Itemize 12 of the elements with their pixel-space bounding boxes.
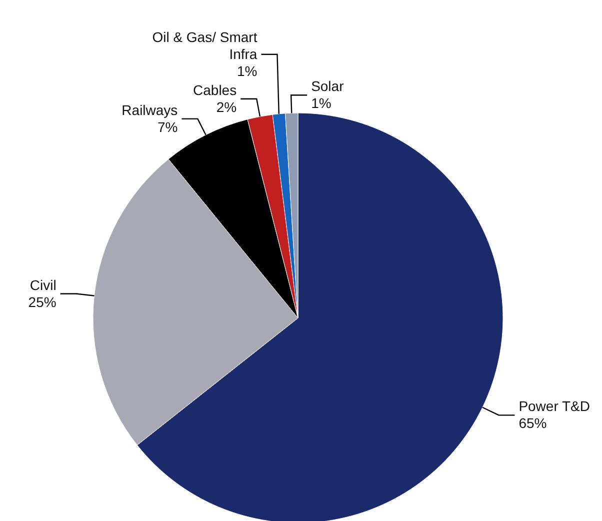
slice-label: Cables (193, 82, 237, 98)
slice-label: Power T&D (518, 398, 590, 414)
slice-label: Civil (30, 276, 56, 293)
data-label: 7% (157, 118, 178, 135)
data-label: 1% (311, 95, 332, 112)
data-label: 65% (518, 415, 547, 432)
data-label: 1% (236, 62, 258, 79)
data-label: 2% (216, 98, 237, 115)
slice-label: Solar (311, 78, 344, 94)
data-label: 25% (28, 294, 56, 310)
slice-label: Railways (122, 102, 178, 118)
slice-label: Oil & Gas/ Smart Infra (152, 28, 258, 62)
